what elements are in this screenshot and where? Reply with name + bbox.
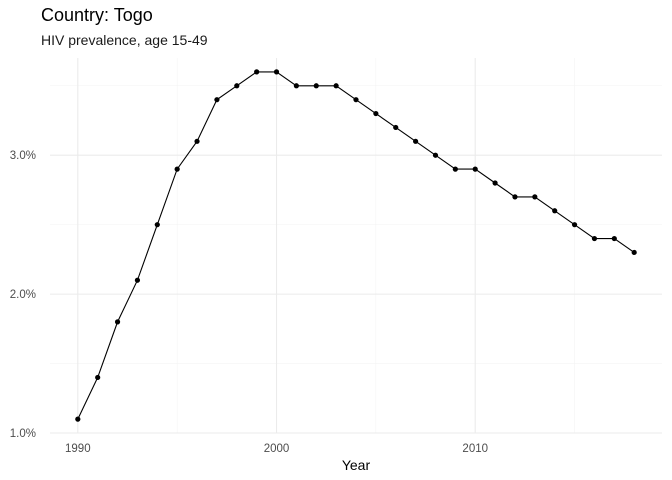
data-point xyxy=(273,69,280,75)
data-point xyxy=(611,235,617,242)
series-hiv-prevalence xyxy=(75,69,637,422)
data-point xyxy=(254,69,260,75)
data-point xyxy=(234,83,240,89)
series-line xyxy=(77,71,635,420)
data-point xyxy=(413,138,419,144)
data-point xyxy=(313,83,319,89)
grid xyxy=(50,58,662,434)
chart-subtitle: HIV prevalence, age 15-49 xyxy=(41,32,208,48)
data-point xyxy=(552,208,558,214)
data-point xyxy=(134,277,141,283)
data-point xyxy=(512,194,518,200)
y-tick-label: 2.0% xyxy=(10,289,36,301)
data-point xyxy=(452,166,458,172)
data-point xyxy=(333,83,339,89)
data-point xyxy=(373,110,379,117)
data-point xyxy=(293,83,299,89)
data-point xyxy=(194,138,200,144)
data-point xyxy=(532,194,538,200)
data-point xyxy=(114,319,121,325)
x-axis-title: Year xyxy=(342,457,371,473)
x-tick-label: 2010 xyxy=(462,443,488,455)
data-point xyxy=(95,374,101,381)
y-tick-label: 3.0% xyxy=(10,150,36,162)
data-point xyxy=(472,166,478,172)
data-point xyxy=(353,97,359,103)
data-point xyxy=(75,416,81,422)
chart-title: Country: Togo xyxy=(41,5,153,25)
data-point xyxy=(214,97,220,103)
data-point xyxy=(631,249,637,256)
x-tick-label: 2000 xyxy=(264,443,290,455)
data-point xyxy=(174,166,180,172)
data-point xyxy=(393,124,399,131)
axes: 1990 2000 2010 1.0% 2.0% 3.0% xyxy=(10,150,488,455)
data-point xyxy=(492,180,498,186)
data-point xyxy=(432,152,439,158)
data-point xyxy=(571,222,578,228)
data-point xyxy=(591,235,598,242)
y-tick-label: 1.0% xyxy=(10,428,36,440)
data-point xyxy=(154,222,160,228)
x-tick-label: 1990 xyxy=(65,443,91,455)
